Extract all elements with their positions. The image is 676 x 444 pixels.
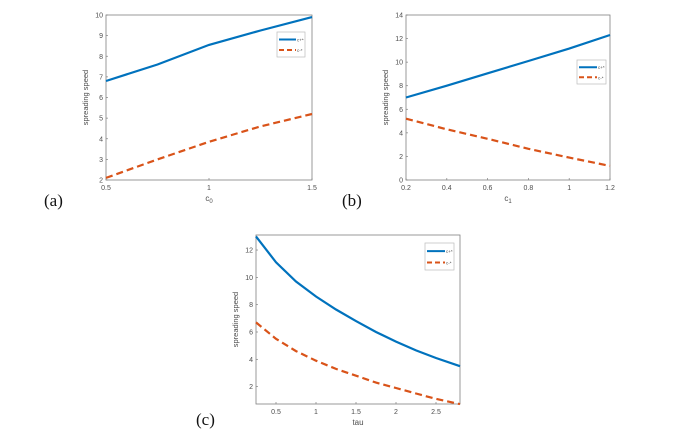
x-tick-label: 1.2 [605, 185, 615, 192]
legend-label: c-* [297, 48, 303, 53]
panel-label: (c) [196, 410, 215, 429]
legend-label: c+* [297, 38, 304, 43]
x-axis-label: c1 [504, 194, 512, 205]
x-tick-label: 2.5 [431, 409, 441, 416]
x-tick-label: 0.8 [524, 185, 534, 192]
y-tick-label: 4 [249, 357, 253, 364]
y-tick-label: 5 [99, 116, 103, 123]
legend-label: c-* [598, 75, 604, 80]
plot-area [405, 14, 611, 181]
y-tick-label: 6 [399, 107, 403, 114]
legend-box [424, 242, 455, 271]
y-axis-label: spreading speed [231, 292, 240, 347]
x-tick-label: 0.5 [271, 409, 281, 416]
y-tick-label: 9 [99, 33, 103, 40]
x-tick-label: 1 [314, 409, 318, 416]
legend: c+* c-* [276, 31, 306, 58]
x-tick-label: 1 [207, 185, 211, 192]
x-tick-label: 2 [394, 409, 398, 416]
y-tick-label: 2 [249, 384, 253, 391]
series-line-c-plus [105, 16, 313, 83]
panel-label: (a) [44, 191, 63, 210]
y-tick-label: 8 [399, 83, 403, 90]
series-line-c-minus [105, 112, 313, 179]
y-tick-label: 14 [395, 13, 403, 20]
legend-box [276, 31, 306, 58]
y-tick-label: 10 [395, 60, 403, 67]
y-tick-label: 12 [395, 36, 403, 43]
legend: c+* c-* [424, 242, 455, 271]
chart-1: 0.5 1 1.5 2 3 4 5 6 7 8 9 10 c0 spreading speed c+* c-*… [44, 13, 317, 211]
x-tick-label: 1.5 [307, 185, 317, 192]
y-tick-label: 0 [399, 178, 403, 185]
y-tick-label: 8 [99, 54, 103, 61]
y-tick-label: 3 [99, 157, 103, 164]
y-tick-label: 12 [245, 248, 253, 255]
x-tick-label: 0.2 [401, 185, 411, 192]
x-tick-label: 1 [567, 185, 571, 192]
y-tick-label: 6 [249, 330, 253, 337]
y-tick-label: 2 [399, 154, 403, 161]
legend: c+* c-* [576, 59, 607, 85]
y-tick-label: 10 [95, 13, 103, 20]
y-tick-label: 4 [399, 130, 403, 137]
y-axis-label: spreading speed [81, 70, 90, 125]
x-tick-label: 1.5 [351, 409, 361, 416]
legend-box [576, 59, 607, 85]
series-line-c-plus [405, 33, 611, 99]
x-axis-label-subscript: 0 [209, 199, 213, 205]
y-tick-label: 7 [99, 74, 103, 81]
y-tick-label: 8 [249, 302, 253, 309]
y-tick-label: 2 [99, 178, 103, 185]
legend-label: c+* [446, 249, 453, 254]
x-axis-label: tau [352, 418, 363, 427]
y-tick-label: 6 [99, 95, 103, 102]
x-tick-label: 0.4 [442, 185, 452, 192]
x-tick-label: 0.5 [101, 185, 111, 192]
panel-label: (b) [342, 191, 362, 210]
legend-label: c+* [598, 65, 605, 70]
y-tick-label: 10 [245, 275, 253, 282]
y-axis-label: spreading speed [381, 70, 390, 125]
chart-3: 0.5 1 1.5 2 2.5 2 4 6 8 10 12 tau spreading speed c+*… [196, 234, 461, 429]
series-line-c-plus [255, 235, 461, 368]
x-axis-label-subscript: 1 [508, 199, 512, 205]
chart-2: 0.2 0.4 0.6 0.8 1 1.2 0 2 4 6 8 10 12 14 c1 spreading s… [342, 13, 615, 211]
x-tick-label: 0.6 [483, 185, 493, 192]
x-axis-label: c0 [205, 194, 213, 205]
y-tick-label: 4 [99, 136, 103, 143]
series-line-c-minus [255, 321, 461, 406]
series-line-c-minus [405, 117, 611, 167]
legend-label: c-* [446, 260, 452, 265]
